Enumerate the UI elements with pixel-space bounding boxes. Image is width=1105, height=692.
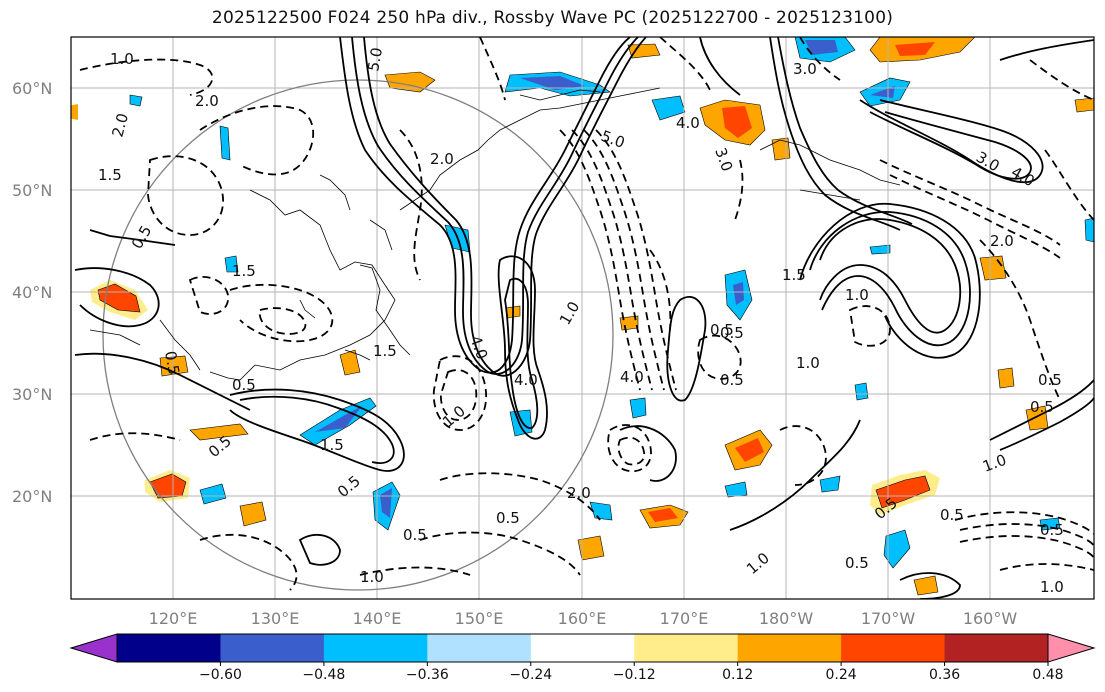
contour-label: 0.5 — [161, 350, 183, 377]
colorbar-segment — [841, 634, 946, 662]
contour-label: 4.0 — [514, 371, 538, 389]
colorbar-segment — [220, 634, 325, 662]
lat-label-40n: 40°N — [12, 283, 52, 302]
lon-label-160w: 160°W — [963, 609, 1018, 628]
colorbar-tick-label: 0.24 — [826, 667, 857, 683]
contour-label: 2.0 — [108, 111, 132, 139]
colorbar-segment — [530, 634, 635, 662]
contour-label: 1.5 — [782, 266, 806, 284]
colorbar-segment — [944, 634, 1049, 662]
lon-label-140e: 140°E — [353, 609, 402, 628]
contour-label: 0.5 — [1030, 398, 1054, 416]
contour-label: 4.0 — [620, 368, 644, 386]
lat-label-50n: 50°N — [12, 181, 52, 200]
longitude-labels: 120°E 130°E 140°E 150°E 160°E 170°E 180°… — [149, 609, 1018, 628]
contour-label: 1.5 — [232, 262, 256, 280]
colorbar-tick-label: 0.36 — [929, 667, 960, 683]
contour-label: 2.0 — [567, 484, 591, 502]
colorbar-tick-label: 0.48 — [1032, 667, 1063, 683]
colorbar: −0.60 −0.48 −0.36 −0.24 −0.12 0.12 0.24 0.36 0.4… — [69, 633, 1096, 683]
contour-label: 1.0 — [110, 50, 134, 68]
lon-label-170w: 170°W — [861, 609, 916, 628]
contour-label: 2.0 — [990, 232, 1014, 250]
contour-label: 1.5 — [320, 436, 344, 454]
contour-label: 0.5 — [710, 321, 734, 339]
contour-label: 0.5 — [720, 371, 744, 389]
lon-label-170e: 170°E — [660, 609, 709, 628]
contour-label: 0.5 — [1038, 371, 1062, 389]
dashed-contours — [79, 37, 1094, 591]
colorbar-segment — [427, 634, 532, 662]
colorbar-segment — [634, 634, 739, 662]
contour-labels: 1.0 5.0 2.0 2.0 1.5 0.5 1.5 0.5 0.5 1.5 … — [98, 46, 1064, 596]
contour-label: 0.5 — [845, 554, 869, 572]
lon-label-130e: 130°E — [251, 609, 300, 628]
contour-label: 0.5 — [496, 509, 520, 527]
solid-contours — [74, 37, 1094, 599]
contour-label: 0.5 — [403, 526, 427, 544]
colorbar-tick-label: 0.12 — [722, 667, 753, 683]
colorbar-outline — [116, 633, 1049, 663]
contour-label: 0.5 — [720, 324, 744, 342]
colorbar-tick-label: −0.48 — [302, 667, 345, 683]
contour-label: 2.0 — [430, 150, 454, 168]
contour-label: 3.0 — [793, 60, 817, 78]
contour-label: 4.0 — [676, 114, 700, 132]
contour-label: 2.0 — [195, 92, 219, 110]
lon-label-160e: 160°E — [558, 609, 607, 628]
colorbar-segment — [117, 634, 221, 662]
contour-label: 1.0 — [845, 286, 869, 304]
positive-shading — [71, 37, 1094, 596]
contour-label: 0.5 — [232, 376, 256, 394]
gridlines — [71, 37, 1094, 599]
colorbar-segment — [323, 634, 428, 662]
colorbar-segment — [737, 634, 842, 662]
lon-label-120e: 120°E — [149, 609, 198, 628]
lat-label-20n: 20°N — [12, 487, 52, 506]
contour-label: 1.0 — [360, 568, 384, 586]
colorbar-tick-label: −0.24 — [509, 667, 552, 683]
contour-label: 1.0 — [1040, 578, 1064, 596]
lon-label-180w: 180°W — [759, 609, 814, 628]
lat-label-30n: 30°N — [12, 385, 52, 404]
lat-label-60n: 60°N — [12, 79, 52, 98]
colorbar-tick-label: −0.36 — [406, 667, 449, 683]
contour-label: 0.5 — [1040, 521, 1064, 539]
map-frame — [70, 36, 1095, 600]
contour-label: 0.5 — [940, 506, 964, 524]
colorbar-tick-label: −0.12 — [613, 667, 656, 683]
lon-label-150e: 150°E — [455, 609, 504, 628]
contour-label: 5.0 — [364, 46, 386, 73]
contour-label: 1.0 — [796, 354, 820, 372]
contour-label: 1.5 — [98, 166, 122, 184]
latitude-labels: 60°N 50°N 40°N 30°N 20°N — [12, 79, 52, 506]
colorbar-min-extend — [69, 633, 118, 663]
coastlines — [89, 87, 901, 381]
colorbar-max-extend — [1047, 633, 1096, 663]
map-title: 2025122500 F024 250 hPa div., Rossby Wav… — [211, 8, 894, 28]
colorbar-tick-label: −0.60 — [199, 667, 242, 683]
contour-label: 1.5 — [373, 342, 397, 360]
